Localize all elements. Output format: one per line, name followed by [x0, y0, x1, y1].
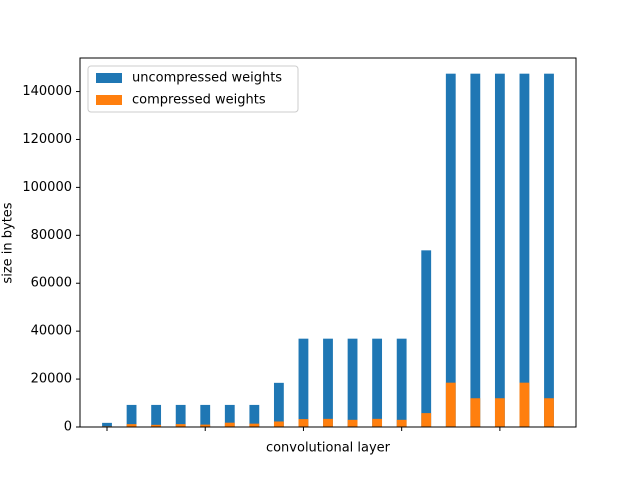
bar: [224, 404, 235, 427]
legend-label: compressed weights: [132, 93, 266, 108]
x-axis-label: convolutional layer: [266, 441, 391, 456]
legend-box: [87, 65, 299, 113]
bar: [445, 382, 456, 427]
y-tick-label: 40000: [31, 324, 72, 339]
legend-swatch: [96, 73, 122, 83]
bar: [494, 73, 505, 427]
bar: [519, 73, 530, 427]
bar: [323, 418, 333, 427]
bar: [470, 398, 481, 427]
y-axis-label: size in bytes: [1, 202, 16, 283]
y-tick-label: 140000: [22, 84, 72, 99]
bar: [470, 73, 481, 427]
bar: [396, 419, 407, 427]
bar: [396, 338, 407, 427]
bar: [200, 424, 211, 427]
y-tick-label: 80000: [31, 228, 72, 243]
bar: [126, 424, 137, 427]
bar: [372, 338, 383, 427]
bar: [200, 404, 211, 427]
y-tick-label: 120000: [22, 132, 72, 147]
y-tick-label: 100000: [22, 180, 72, 195]
bar: [298, 419, 309, 427]
bar: [298, 338, 309, 427]
legend-swatch: [96, 95, 122, 105]
bar: [544, 73, 554, 427]
bar: [249, 404, 260, 427]
y-tick-label: 60000: [31, 276, 72, 291]
bar: [102, 422, 112, 427]
bar: [151, 404, 162, 427]
legend-label: uncompressed weights: [132, 71, 282, 86]
bar: [323, 338, 333, 427]
bar: [224, 422, 235, 427]
bar: [175, 424, 186, 427]
bar: [421, 413, 432, 427]
y-tick-label: 0: [64, 420, 72, 435]
bar: [544, 398, 554, 427]
bar: [273, 421, 284, 427]
bar: [519, 382, 530, 427]
plot-frame: [79, 57, 577, 428]
bar: [126, 404, 137, 427]
bar: [175, 404, 186, 427]
bar: [151, 424, 162, 427]
y-tick-label: 20000: [31, 372, 72, 387]
bar: [273, 382, 284, 427]
bar: [249, 423, 260, 427]
bar: [445, 73, 456, 427]
bar: [347, 419, 358, 427]
bar: [372, 418, 383, 427]
bar: [494, 398, 505, 427]
bar: [347, 338, 358, 427]
bar: [421, 250, 432, 427]
